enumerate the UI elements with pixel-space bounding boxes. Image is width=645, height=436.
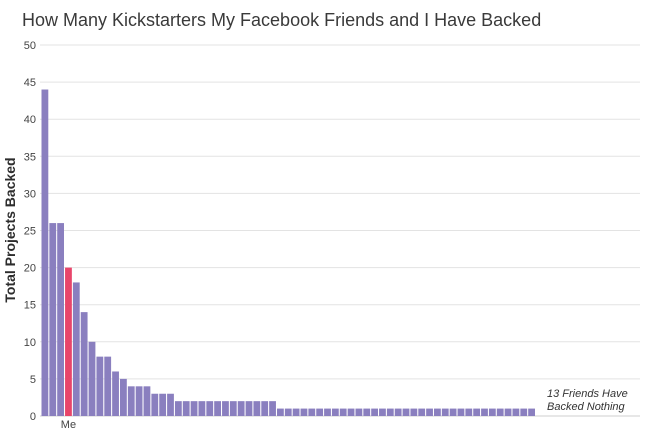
- bar: [277, 408, 284, 416]
- x-label-me: Me: [61, 419, 76, 431]
- bar: [49, 223, 57, 416]
- bar: [449, 408, 457, 416]
- annotation: 13 Friends Have Backed Nothing: [547, 388, 628, 414]
- bar: [245, 401, 253, 416]
- bar: [96, 356, 104, 416]
- bar: [135, 386, 143, 416]
- bar: [363, 408, 371, 416]
- bar: [174, 401, 182, 416]
- bar: [237, 401, 245, 416]
- bar: [331, 408, 339, 416]
- bar: [104, 356, 112, 416]
- bar: [473, 408, 481, 416]
- bar: [167, 393, 174, 416]
- bar: [127, 386, 135, 416]
- y-tick-label: 5: [30, 374, 36, 386]
- bar: [143, 386, 151, 416]
- bars: [41, 89, 535, 417]
- y-tick-label: 40: [24, 114, 36, 126]
- y-tick-label: 50: [24, 40, 36, 52]
- chart-title: How Many Kickstarters My Facebook Friend…: [22, 10, 542, 30]
- bar: [410, 408, 418, 416]
- bar: [284, 408, 292, 416]
- y-axis-ticks: 0 5 10 15 20 25 30 35 40 45 50: [24, 40, 36, 423]
- bar: [261, 401, 269, 416]
- bar: [72, 282, 80, 416]
- bar: [481, 408, 488, 416]
- bar: [229, 401, 237, 416]
- bar: [339, 408, 347, 416]
- bar: [371, 408, 378, 416]
- bar: [402, 408, 410, 416]
- bar: [308, 408, 316, 416]
- bar: [347, 408, 355, 416]
- bar: [488, 408, 496, 416]
- bar: [324, 408, 331, 416]
- bar: [528, 408, 535, 416]
- bar: [198, 401, 206, 416]
- y-tick-label: 30: [24, 188, 36, 200]
- y-tick-label: 0: [30, 411, 36, 423]
- bar: [151, 393, 159, 416]
- y-tick-label: 25: [24, 226, 36, 238]
- bar: [182, 401, 190, 416]
- bar: [418, 408, 426, 416]
- y-tick-label: 45: [24, 77, 36, 89]
- bar: [112, 371, 119, 416]
- x-axis-labels: Me: [61, 419, 76, 431]
- bar: [159, 393, 167, 416]
- bar: [41, 89, 49, 417]
- bar: [120, 378, 127, 416]
- bar: [253, 401, 261, 416]
- bar: [496, 408, 504, 416]
- bar: [269, 401, 276, 416]
- bar: [214, 401, 221, 416]
- bar: [379, 408, 386, 416]
- annotation-line-1: 13 Friends Have: [547, 388, 628, 400]
- bar: [520, 408, 528, 416]
- y-tick-label: 20: [24, 263, 36, 275]
- bar: [434, 408, 441, 416]
- bar: [426, 408, 433, 416]
- bar: [316, 408, 324, 416]
- y-tick-label: 10: [24, 337, 36, 349]
- bar: [206, 401, 214, 416]
- y-tick-label: 35: [24, 151, 36, 163]
- bar: [394, 408, 402, 416]
- gridlines: [40, 44, 640, 417]
- bar: [355, 408, 363, 416]
- bar: [441, 408, 449, 416]
- annotation-line-2: Backed Nothing: [547, 401, 625, 413]
- bar: [80, 312, 88, 416]
- bar: [300, 408, 308, 416]
- bar: [222, 401, 229, 416]
- bar: [512, 408, 520, 416]
- bar-me: [65, 267, 72, 416]
- bar: [190, 401, 198, 416]
- bar: [465, 408, 473, 416]
- bar: [457, 408, 465, 416]
- bar: [386, 408, 394, 416]
- bar: [88, 341, 96, 416]
- y-tick-label: 15: [24, 300, 36, 312]
- bar: [292, 408, 300, 416]
- bar: [504, 408, 512, 416]
- bar: [57, 223, 64, 416]
